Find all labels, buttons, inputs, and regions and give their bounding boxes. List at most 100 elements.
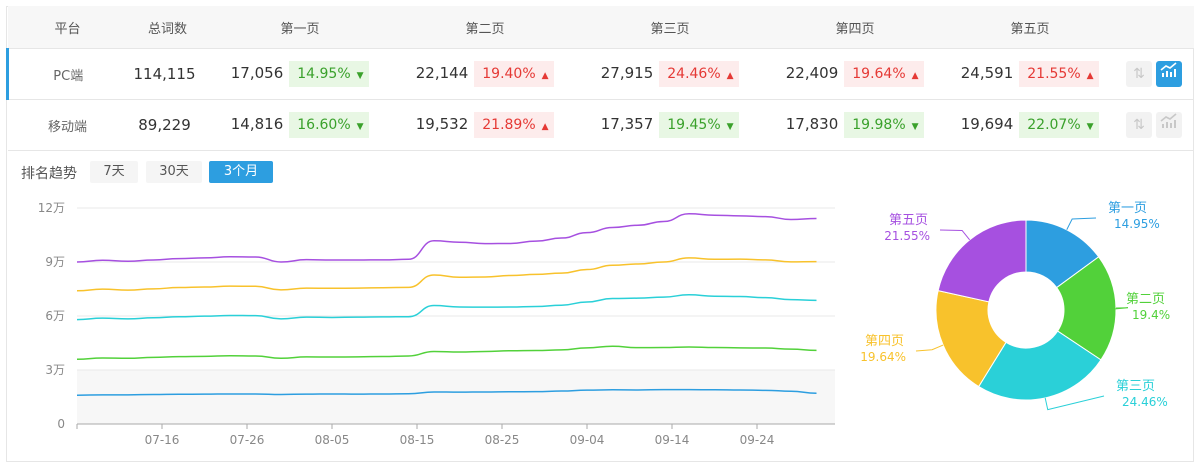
page-cell: 14,816 16.60% ▼ [207,99,393,151]
page-cell: 17,830 19.98% ▼ [762,99,948,151]
plot-band [77,370,835,424]
page-percent-badge: 21.55% ▲ [1019,61,1100,87]
page-count: 19,532 [415,115,469,133]
total-cell: 114,115 [127,48,208,100]
series-line-page-5 [76,213,817,263]
donut-slice-page-3 [977,330,1102,401]
range-3m-button[interactable]: 3个月 [209,161,273,183]
page-percent-badge: 24.46% ▲ [659,61,740,87]
slice-percent: 21.55% [884,229,930,243]
y-tick-label: 9万 [45,255,65,269]
slice-percent: 14.95% [1114,217,1160,231]
page-count: 14,816 [230,115,284,133]
series-line-page-4 [76,257,817,292]
trend-line-chart: 0 3万 6万 9万 12万 07-16 07-26 08-05 08-15 08-25 09-04… [38,201,835,447]
column-header: 第四页 [762,6,948,49]
range-30d-button[interactable]: 30天 [146,161,202,183]
bar-line-chart-icon[interactable] [1156,61,1182,87]
slice-label: 第四页 [865,334,904,349]
series-line-page-2 [76,345,817,360]
sort-arrows-icon[interactable]: ⇅ [1126,61,1152,87]
page-count: 24,591 [960,64,1014,82]
y-tick-label: 0 [57,417,65,431]
total-value: 114,115 [133,65,196,83]
page-cell: 19,694 22.07% ▼ [947,99,1113,151]
range-7d-button[interactable]: 7天 [90,161,138,183]
page-cell: 22,409 19.64% ▲ [762,48,948,100]
triangle-down-icon: ▼ [356,71,364,81]
page-count: 27,915 [600,64,654,82]
column-header: 第五页 [947,6,1113,49]
page-cell: 22,144 19.40% ▲ [392,48,578,100]
triangle-up-icon: ▲ [541,122,549,132]
page-cell: 17,357 19.45% ▼ [577,99,763,151]
percent-value: 14.95% [297,66,351,82]
actions-cell: ⇅ [1112,48,1194,100]
donut-slice-page-4 [935,290,1007,388]
percent-value: 22.07% [1027,117,1081,133]
slice-label: 第五页 [889,213,928,228]
table-row: 移动端 89,229 14,816 16.60% ▼ 19,532 21.89% ▲ 17,35… [7,99,1194,151]
bar-line-chart-icon[interactable] [1156,112,1182,138]
page-cell: 17,056 14.95% ▼ [207,48,393,100]
y-tick-label: 12万 [38,201,65,215]
slice-label: 第二页 [1126,292,1165,307]
page-count: 19,694 [960,115,1014,133]
triangle-up-icon: ▲ [911,71,919,81]
page-cell: 24,591 21.55% ▲ [947,48,1113,100]
triangle-down-icon: ▼ [1086,122,1094,132]
percent-value: 19.45% [667,117,721,133]
percent-value: 16.60% [297,117,351,133]
page-percent-badge: 16.60% ▼ [289,112,370,138]
label-leader-line [1113,307,1129,310]
page-count: 22,144 [415,64,469,82]
x-tick-label: 08-25 [485,433,520,447]
label-leader-line [1066,217,1097,230]
label-leader-line [939,229,971,241]
platform-cell: PC端 [6,48,128,100]
table-row: PC端 114,115 17,056 14.95% ▼ 22,144 19.40% ▲ 27,9… [6,48,1194,100]
x-tick-label: 09-14 [655,433,690,447]
x-tick-label: 07-16 [145,433,180,447]
slice-percent: 19.4% [1132,308,1170,322]
column-header: 第三页 [577,6,763,49]
percent-value: 24.46% [667,66,721,82]
page-percent-badge: 21.89% ▲ [474,112,555,138]
percent-value: 19.64% [852,66,906,82]
sort-arrows-icon[interactable]: ⇅ [1126,112,1152,138]
page-count: 22,409 [785,64,839,82]
x-tick-label: 07-26 [230,433,265,447]
x-tick-label: 09-24 [740,433,775,447]
trend-title: 排名趋势 [21,166,77,182]
column-header: 平台 [7,6,128,49]
percent-value: 21.89% [482,117,536,133]
slice-percent: 19.64% [860,350,906,364]
total-value: 89,229 [138,116,191,134]
y-tick-label: 3万 [45,363,65,377]
triangle-down-icon: ▼ [356,122,364,132]
page-percent-badge: 19.64% ▲ [844,61,925,87]
page-count: 17,056 [230,64,284,82]
x-tick-label: 08-05 [315,433,350,447]
column-header: 第一页 [207,6,393,49]
series-line-page-3 [76,294,817,321]
page-percent-badge: 19.98% ▼ [844,112,925,138]
actions-cell: ⇅ [1112,99,1194,151]
percent-value: 21.55% [1027,66,1081,82]
series-line-page-1 [76,388,817,396]
column-header: 第二页 [392,6,578,49]
triangle-down-icon: ▼ [911,122,919,132]
triangle-down-icon: ▼ [726,122,734,132]
slice-label: 第三页 [1116,379,1155,394]
page-percent-badge: 14.95% ▼ [289,61,370,87]
x-tick-label: 08-15 [400,433,435,447]
page-percent-badge: 22.07% ▼ [1019,112,1100,138]
column-header-actions [1112,6,1194,49]
label-leader-line [915,344,944,352]
platform-cell: 移动端 [7,99,128,151]
slice-label: 第一页 [1108,201,1147,216]
page-percent-badge: 19.40% ▲ [474,61,555,87]
page-count: 17,357 [600,115,654,133]
page-count: 17,830 [785,115,839,133]
